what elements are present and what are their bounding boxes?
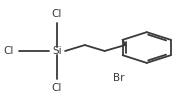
Text: Si: Si (52, 46, 62, 56)
Text: Cl: Cl (52, 83, 62, 93)
Text: Cl: Cl (4, 46, 14, 56)
Text: Cl: Cl (52, 9, 62, 19)
Text: Br: Br (113, 73, 125, 83)
